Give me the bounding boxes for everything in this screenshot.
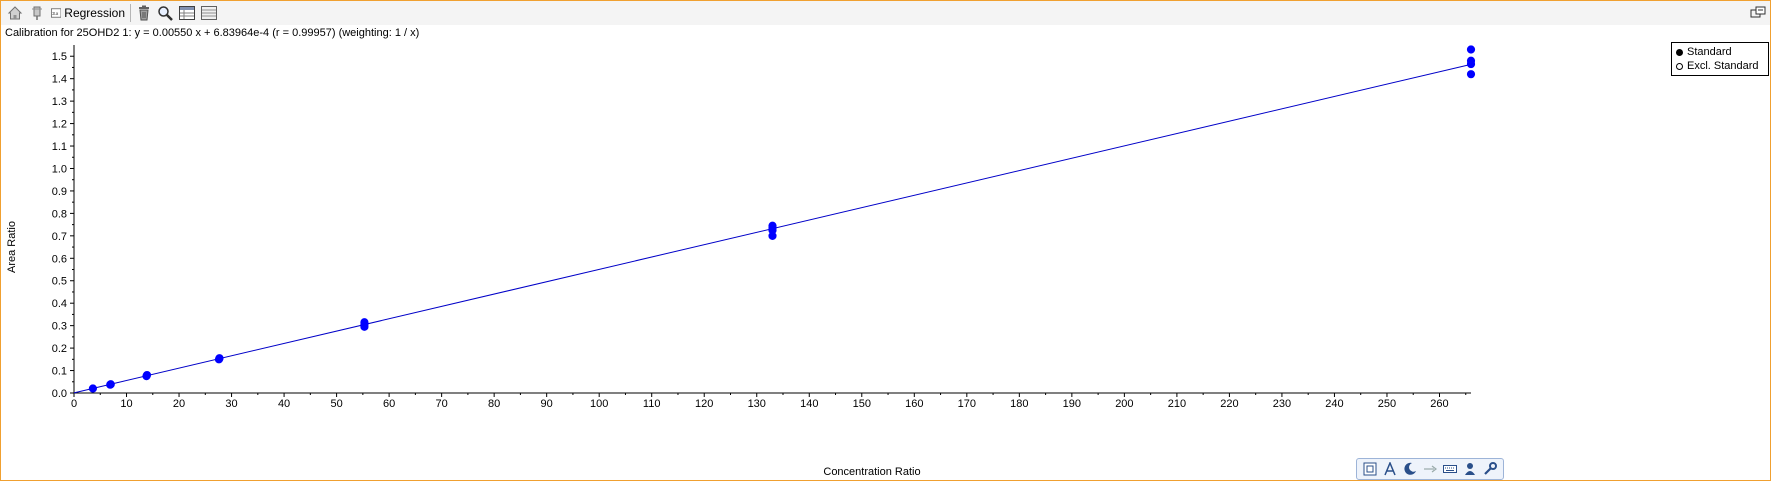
x-tick-label: 200 [1115, 398, 1133, 410]
x-tick-label: 180 [1010, 398, 1028, 410]
data-point [360, 318, 369, 327]
x-tick-label: 90 [541, 398, 553, 410]
x-tick-label: 80 [488, 398, 500, 410]
x-tick-label: 10 [120, 398, 132, 410]
axes: 0 10 20 30 40 50 60 70 80 90 100 110 120 130 140 150 160… [52, 45, 1471, 410]
curve-icon[interactable] [1403, 462, 1417, 476]
y-tick-label: 1.5 [52, 51, 67, 63]
x-tick-label: 260 [1430, 398, 1448, 410]
dock-icon[interactable] [1750, 6, 1766, 20]
legend-item-standard: Standard [1676, 45, 1732, 59]
y-tick-label: 1.4 [52, 74, 67, 86]
y-tick-label: 1.1 [52, 141, 67, 153]
toolbar: 3.x Regression [1, 1, 1770, 25]
x-tick-label: 140 [800, 398, 818, 410]
x-tick-label: 130 [748, 398, 766, 410]
home-icon[interactable] [6, 4, 24, 22]
chart-title: Calibration for 25OHD2 1: y = 0.00550 x … [5, 27, 420, 39]
legend: Standard Excl. Standard [1671, 42, 1769, 76]
filled-circle-icon [1676, 48, 1683, 56]
wrench-icon[interactable] [1483, 462, 1497, 476]
legend-label-standard: Standard [1687, 46, 1732, 58]
x-tick-label: 20 [173, 398, 185, 410]
plot-tools-toolbar [1356, 458, 1504, 480]
x-tick-label: 40 [278, 398, 290, 410]
x-tick-label: 170 [958, 398, 976, 410]
data-point [1466, 45, 1476, 54]
y-tick-label: 0.0 [52, 388, 67, 400]
table-view-icon[interactable] [178, 4, 196, 22]
x-tick-label: 60 [383, 398, 395, 410]
svg-text:3.x: 3.x [52, 11, 59, 16]
pin-icon[interactable] [28, 4, 46, 22]
y-tick-label: 0.7 [52, 231, 67, 243]
x-tick-label: 220 [1220, 398, 1238, 410]
y-tick-label: 0.9 [52, 186, 67, 198]
data-points [88, 45, 1476, 393]
delete-icon[interactable] [135, 4, 153, 22]
x-tick-label: 210 [1168, 398, 1186, 410]
x-tick-label: 0 [71, 398, 77, 410]
person-icon[interactable] [1463, 462, 1477, 476]
frame-icon[interactable] [1363, 462, 1377, 476]
y-tick-label: 0.4 [52, 298, 67, 310]
legend-label-excl-standard: Excl. Standard [1687, 60, 1759, 72]
regression-label: Regression [64, 6, 125, 20]
data-point [88, 384, 98, 393]
list-view-icon[interactable] [200, 4, 218, 22]
x-tick-label: 250 [1378, 398, 1396, 410]
data-point [768, 221, 777, 230]
regression-icon: 3.x [51, 8, 62, 18]
y-tick-label: 0.2 [52, 343, 67, 355]
data-point [106, 380, 115, 389]
x-tick-label: 30 [225, 398, 237, 410]
x-tick-label: 120 [695, 398, 713, 410]
regression-button[interactable]: 3.x Regression [51, 4, 125, 22]
y-tick-label: 1.3 [52, 96, 67, 108]
x-tick-label: 230 [1273, 398, 1291, 410]
y-tick-label: 0.3 [52, 321, 67, 333]
y-tick-label: 0.8 [52, 208, 67, 220]
y-tick-label: 0.1 [52, 366, 67, 378]
x-tick-label: 190 [1063, 398, 1081, 410]
y-tick-label: 0.6 [52, 253, 67, 265]
x-tick-label: 240 [1325, 398, 1343, 410]
x-tick-label: 160 [905, 398, 923, 410]
y-tick-label: 0.5 [52, 276, 67, 288]
data-point [142, 370, 152, 380]
zoom-icon[interactable] [156, 4, 174, 22]
data-point [215, 354, 224, 363]
data-point [1466, 56, 1476, 65]
arrow-icon[interactable] [1423, 462, 1437, 476]
toolbar-separator [130, 4, 131, 22]
y-tick-label: 1.0 [52, 163, 67, 175]
x-tick-label: 50 [330, 398, 342, 410]
open-circle-icon [1676, 62, 1683, 70]
y-axis-label: Area Ratio [6, 221, 18, 273]
x-tick-label: 110 [643, 398, 661, 410]
text-icon[interactable] [1383, 462, 1397, 476]
data-point [1466, 70, 1476, 79]
x-tick-label: 100 [590, 398, 608, 410]
legend-item-excl-standard: Excl. Standard [1676, 59, 1759, 73]
x-tick-label: 150 [853, 398, 871, 410]
x-axis-label: Concentration Ratio [823, 466, 920, 478]
y-tick-label: 1.2 [52, 119, 67, 131]
keyboard-icon[interactable] [1443, 462, 1457, 476]
x-tick-label: 70 [436, 398, 448, 410]
